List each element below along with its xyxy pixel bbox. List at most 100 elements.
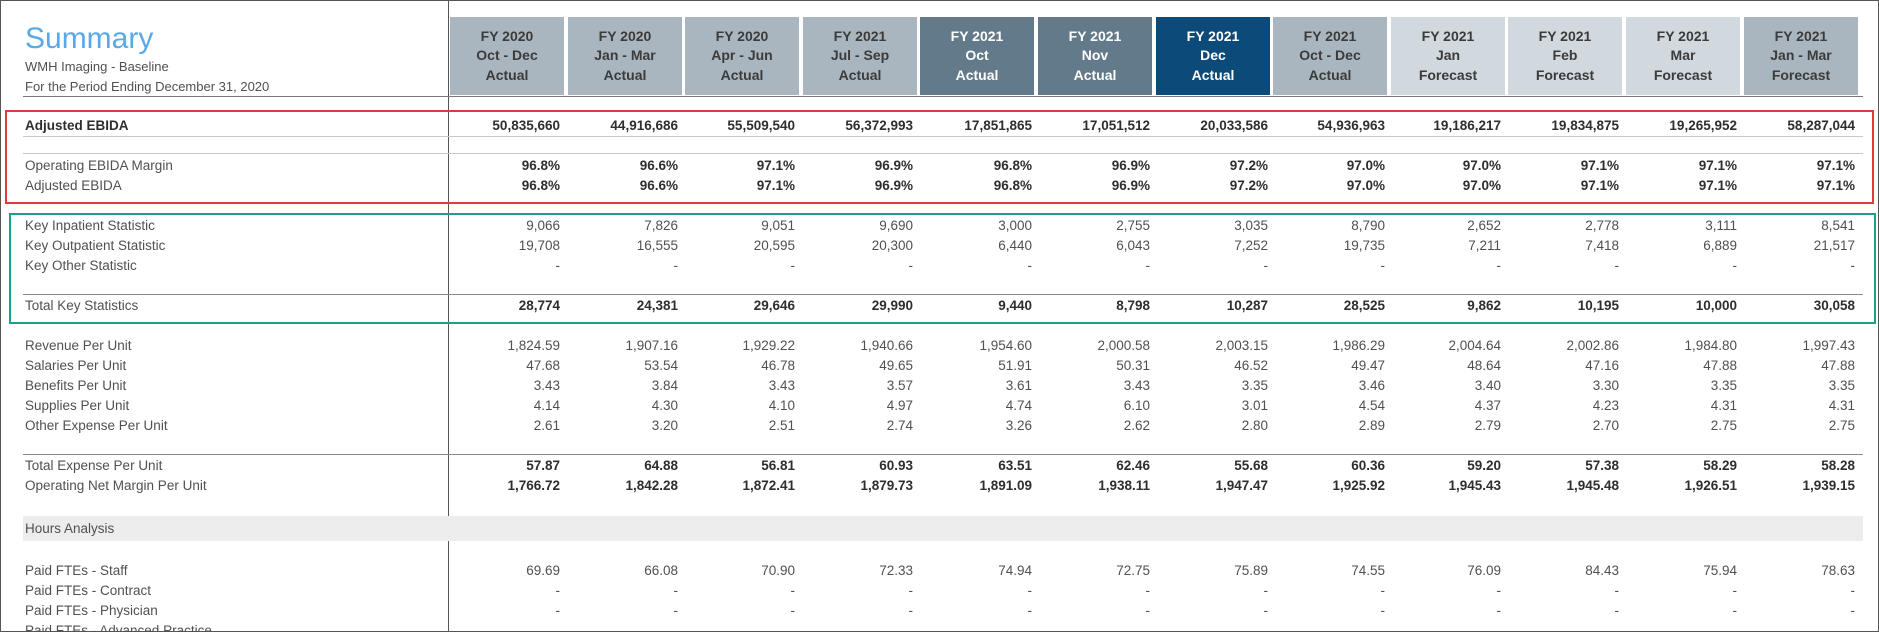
table-cell: 97.1% <box>756 178 795 193</box>
table-cell: 3.35 <box>1828 378 1855 393</box>
row-label: Revenue Per Unit <box>25 338 132 353</box>
table-cell: - <box>1732 583 1738 598</box>
column-header-line: Actual <box>1191 66 1235 83</box>
table-cell: 59.20 <box>1467 458 1501 473</box>
table-cell: 55.68 <box>1234 458 1268 473</box>
report-period: For the Period Ending December 31, 2020 <box>25 79 270 94</box>
table-cell: 97.1% <box>1580 178 1619 193</box>
table-cell: 1,824.59 <box>507 338 560 353</box>
column-header-line: Actual <box>1308 66 1352 83</box>
table-cell: 2.75 <box>1710 418 1737 433</box>
table-cell: 4.10 <box>768 398 795 413</box>
table-cell: - <box>1380 603 1386 618</box>
report-subtitle: WMH Imaging - Baseline <box>25 59 169 74</box>
table-cell: 3.35 <box>1241 378 1268 393</box>
table-cell: - <box>673 258 679 273</box>
table-cell: - <box>1614 258 1620 273</box>
table-cell: 44,916,686 <box>610 118 678 133</box>
column-header-line: Apr - Jun <box>711 47 773 64</box>
table-cell: 75.94 <box>1703 563 1737 578</box>
row-label: Paid FTEs - Physician <box>25 603 158 618</box>
table-cell: 48.64 <box>1467 358 1501 373</box>
row-label: Key Other Statistic <box>25 258 137 273</box>
table-cell: 2,002.86 <box>1566 338 1619 353</box>
table-cell: 76.09 <box>1467 563 1501 578</box>
table-cell: 74.94 <box>998 563 1032 578</box>
table-cell: 17,851,865 <box>964 118 1032 133</box>
hours-analysis-label: Hours Analysis <box>25 521 115 536</box>
table-cell: 1,872.41 <box>742 478 795 493</box>
table-cell: 97.0% <box>1346 178 1385 193</box>
table-cell: 96.6% <box>639 158 678 173</box>
table-cell: - <box>1614 583 1620 598</box>
table-cell: 1,842.28 <box>625 478 678 493</box>
column-header-8: FY 2021 Oct - Dec Actual <box>1273 17 1387 95</box>
column-header-5: FY 2021 Oct Actual <box>920 17 1034 95</box>
table-cell: 1,938.11 <box>1098 478 1150 493</box>
table-cell: - <box>555 583 561 598</box>
table-cell: 16,555 <box>636 238 678 253</box>
table-cell: 2,000.58 <box>1097 338 1150 353</box>
key-statistics-highlight-box <box>9 213 1876 324</box>
table-cell: 20,300 <box>871 238 913 253</box>
table-cell: 3.26 <box>1005 418 1032 433</box>
table-cell: - <box>1732 603 1738 618</box>
column-header-line: Actual <box>720 66 764 83</box>
column-header-4: FY 2021 Jul - Sep Actual <box>803 17 917 95</box>
table-cell: - <box>555 258 561 273</box>
table-cell: 46.78 <box>761 358 795 373</box>
row-label: Other Expense Per Unit <box>25 418 168 433</box>
table-cell: 1,945.48 <box>1566 478 1619 493</box>
table-cell: 21,517 <box>1813 238 1855 253</box>
column-header-line: Jul - Sep <box>830 47 890 64</box>
row-divider <box>23 153 1863 154</box>
column-header-line: Oct - Dec <box>476 47 538 64</box>
table-cell: - <box>1614 603 1620 618</box>
table-cell: 96.8% <box>521 158 560 173</box>
column-header-11: FY 2021 Mar Forecast <box>1626 17 1740 95</box>
table-cell: 54,936,963 <box>1317 118 1385 133</box>
table-cell: 1,926.51 <box>1684 478 1737 493</box>
column-header-line: FY 2020 <box>715 27 769 44</box>
table-cell: 3.30 <box>1592 378 1619 393</box>
table-cell: 60.93 <box>879 458 913 473</box>
table-cell: 55,509,540 <box>727 118 795 133</box>
table-cell: 9,066 <box>526 218 560 233</box>
column-header-line: Jan - Mar <box>594 47 656 64</box>
table-cell: 28,774 <box>518 298 560 313</box>
table-cell: - <box>908 258 914 273</box>
row-label: Total Expense Per Unit <box>25 458 163 473</box>
table-cell: 3.20 <box>651 418 678 433</box>
table-cell: 3.43 <box>768 378 795 393</box>
table-cell: 50,835,660 <box>492 118 560 133</box>
table-cell: 2.74 <box>886 418 913 433</box>
table-cell: - <box>1496 583 1502 598</box>
column-header-line: Actual <box>955 66 999 83</box>
column-header-10: FY 2021 Feb Forecast <box>1508 17 1622 95</box>
table-cell: 72.75 <box>1116 563 1150 578</box>
table-cell: 96.8% <box>521 178 560 193</box>
table-cell: 84.43 <box>1585 563 1619 578</box>
column-header-line: FY 2021 <box>833 27 887 44</box>
table-cell: - <box>1850 258 1856 273</box>
table-cell: - <box>908 583 914 598</box>
table-cell: 1,954.60 <box>979 338 1032 353</box>
table-cell: 66.08 <box>644 563 678 578</box>
column-header-line: Actual <box>1073 66 1117 83</box>
table-cell: 72.33 <box>879 563 913 578</box>
table-cell: 19,735 <box>1343 238 1385 253</box>
table-cell: 97.1% <box>1816 178 1855 193</box>
table-cell: - <box>673 583 679 598</box>
table-cell: - <box>1380 258 1386 273</box>
table-cell: 2.80 <box>1241 418 1268 433</box>
column-header-line: Forecast <box>1418 66 1478 83</box>
table-cell: - <box>1850 603 1856 618</box>
table-cell: 8,790 <box>1351 218 1385 233</box>
hours-analysis-section <box>23 516 1863 541</box>
row-divider <box>23 294 1863 295</box>
table-cell: 96.8% <box>993 178 1032 193</box>
column-header-line: FY 2021 <box>1068 27 1122 44</box>
table-cell: 19,708 <box>518 238 560 253</box>
column-header-3: FY 2020 Apr - Jun Actual <box>685 17 799 95</box>
table-cell: 1,997.43 <box>1802 338 1855 353</box>
